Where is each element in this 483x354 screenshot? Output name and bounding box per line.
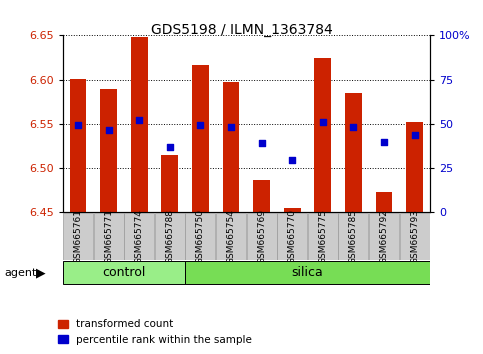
FancyBboxPatch shape bbox=[155, 213, 185, 260]
Text: agent: agent bbox=[5, 268, 37, 278]
Text: control: control bbox=[102, 266, 146, 279]
Bar bbox=[161, 155, 178, 212]
Text: silica: silica bbox=[292, 266, 324, 279]
Text: GSM665774: GSM665774 bbox=[135, 209, 144, 264]
FancyBboxPatch shape bbox=[185, 261, 430, 284]
Text: GSM665792: GSM665792 bbox=[380, 209, 388, 264]
Bar bbox=[223, 82, 240, 212]
Legend: transformed count, percentile rank within the sample: transformed count, percentile rank withi… bbox=[54, 315, 256, 349]
Text: GSM665793: GSM665793 bbox=[410, 209, 419, 264]
FancyBboxPatch shape bbox=[124, 213, 154, 260]
Text: GSM665769: GSM665769 bbox=[257, 209, 266, 264]
FancyBboxPatch shape bbox=[308, 213, 338, 260]
Bar bbox=[345, 93, 362, 212]
Text: GSM665788: GSM665788 bbox=[165, 209, 174, 264]
Point bbox=[288, 157, 296, 163]
Point bbox=[350, 124, 357, 129]
Bar bbox=[376, 192, 392, 212]
Bar bbox=[192, 64, 209, 212]
FancyBboxPatch shape bbox=[277, 213, 307, 260]
Point bbox=[227, 125, 235, 130]
FancyBboxPatch shape bbox=[399, 213, 429, 260]
FancyBboxPatch shape bbox=[63, 261, 185, 284]
FancyBboxPatch shape bbox=[94, 213, 124, 260]
FancyBboxPatch shape bbox=[185, 213, 215, 260]
Bar bbox=[100, 88, 117, 212]
Bar bbox=[253, 179, 270, 212]
Bar bbox=[406, 122, 423, 212]
FancyBboxPatch shape bbox=[339, 213, 369, 260]
Point bbox=[380, 139, 388, 144]
FancyBboxPatch shape bbox=[369, 213, 399, 260]
FancyBboxPatch shape bbox=[216, 213, 246, 260]
Bar bbox=[284, 208, 300, 212]
Bar bbox=[70, 79, 86, 212]
Bar bbox=[131, 37, 148, 212]
Text: GSM665785: GSM665785 bbox=[349, 209, 358, 264]
Text: GSM665754: GSM665754 bbox=[227, 209, 236, 264]
FancyBboxPatch shape bbox=[247, 213, 277, 260]
Point bbox=[166, 144, 174, 150]
Point bbox=[258, 141, 266, 146]
Point bbox=[319, 119, 327, 125]
Point bbox=[74, 122, 82, 127]
Point bbox=[411, 132, 418, 138]
Point bbox=[135, 118, 143, 123]
Text: ▶: ▶ bbox=[36, 267, 46, 280]
Point bbox=[197, 122, 204, 127]
Point bbox=[105, 127, 113, 133]
Text: GSM665750: GSM665750 bbox=[196, 209, 205, 264]
Bar bbox=[314, 57, 331, 212]
FancyBboxPatch shape bbox=[63, 213, 93, 260]
Text: GSM665775: GSM665775 bbox=[318, 209, 327, 264]
Text: GSM665770: GSM665770 bbox=[288, 209, 297, 264]
Text: GSM665771: GSM665771 bbox=[104, 209, 113, 264]
Text: GSM665761: GSM665761 bbox=[73, 209, 83, 264]
Text: GDS5198 / ILMN_1363784: GDS5198 / ILMN_1363784 bbox=[151, 23, 332, 37]
